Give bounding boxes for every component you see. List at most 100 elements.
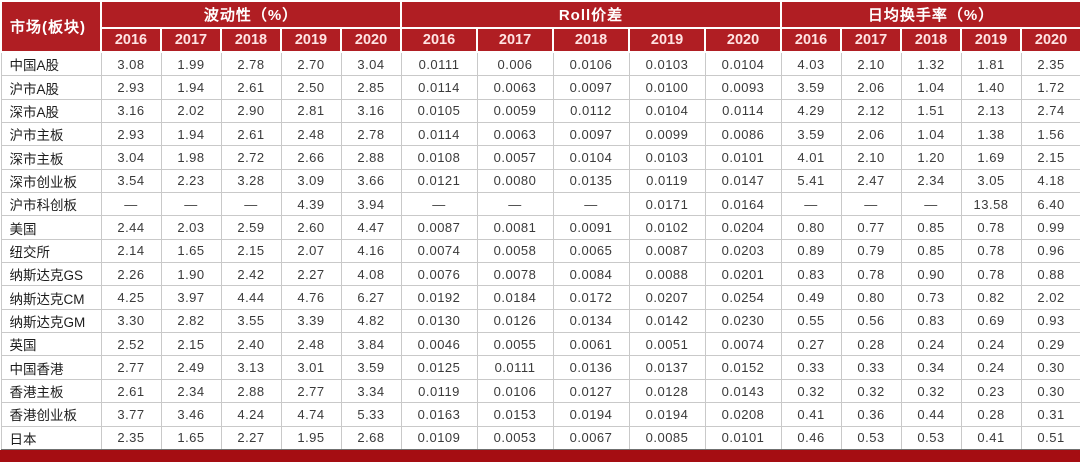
value-cell: 2.12: [840, 98, 902, 124]
table-row: 中国香港 2.77 2.49 3.13 3.01 3.59 0.0125 0.0111 0.01…: [0, 355, 1080, 380]
value-cell: 3.94: [340, 192, 402, 217]
value-cell: 2.07: [280, 238, 342, 264]
value-cell: 0.0100: [628, 75, 706, 100]
value-cell: 0.0065: [552, 238, 630, 264]
value-cell: 0.0136: [552, 355, 630, 380]
value-cell: 0.0201: [704, 262, 782, 287]
value-cell: 0.0134: [552, 308, 630, 334]
table-row: 纳斯达克GM 3.30 2.82 3.55 3.39 4.82 0.0130 0.0126 0.…: [0, 308, 1080, 334]
value-cell: 0.44: [900, 402, 962, 427]
value-cell: 0.0059: [476, 98, 554, 124]
value-cell: 0.0084: [552, 262, 630, 287]
value-cell: 2.61: [220, 122, 282, 147]
value-cell: 0.0119: [400, 378, 478, 404]
value-cell: 1.94: [160, 75, 222, 100]
year-header: 2020: [339, 27, 403, 53]
year-header: 2016: [400, 27, 479, 53]
value-cell: 0.0194: [628, 402, 706, 427]
value-cell: 0.99: [1020, 215, 1080, 240]
value-cell: 3.46: [160, 402, 222, 427]
value-cell: 6.27: [340, 285, 402, 310]
value-cell: 2.44: [100, 215, 162, 240]
value-cell: 0.23: [960, 378, 1022, 404]
value-cell: —: [476, 192, 554, 217]
value-cell: 0.32: [780, 378, 842, 404]
value-cell: 0.79: [840, 238, 902, 264]
value-cell: 3.05: [960, 168, 1022, 194]
value-cell: —: [160, 192, 222, 217]
value-cell: 0.0254: [704, 285, 782, 310]
value-cell: 0.30: [1020, 378, 1080, 404]
value-cell: 1.72: [1020, 75, 1080, 100]
value-cell: 0.0055: [476, 332, 554, 357]
value-cell: 0.34: [900, 355, 962, 380]
value-cell: 0.0105: [400, 98, 478, 124]
value-cell: 0.0067: [552, 425, 630, 451]
value-cell: 3.01: [280, 355, 342, 380]
value-cell: 1.98: [160, 145, 222, 170]
value-cell: 2.50: [280, 75, 342, 100]
market-label: 沪市主板: [0, 122, 102, 147]
value-cell: 0.90: [900, 262, 962, 287]
market-label: 中国香港: [0, 355, 102, 380]
year-header: 2017: [160, 27, 222, 53]
value-cell: 3.66: [340, 168, 402, 194]
value-cell: 0.0171: [628, 192, 706, 217]
value-cell: 3.28: [220, 168, 282, 194]
value-cell: 0.0130: [400, 308, 478, 334]
value-cell: 1.56: [1020, 122, 1080, 147]
value-cell: 2.82: [160, 308, 222, 334]
value-cell: 0.82: [960, 285, 1022, 310]
value-cell: 0.0142: [628, 308, 706, 334]
market-label: 日本: [0, 425, 102, 451]
value-cell: 2.34: [160, 378, 222, 404]
value-cell: 0.27: [780, 332, 842, 357]
value-cell: 2.02: [160, 98, 222, 124]
value-cell: 4.39: [280, 192, 342, 217]
value-cell: 3.09: [280, 168, 342, 194]
value-cell: 3.77: [100, 402, 162, 427]
value-cell: 3.08: [100, 51, 162, 77]
year-header: 2018: [552, 27, 631, 53]
value-cell: 3.16: [340, 98, 402, 124]
value-cell: 3.59: [340, 355, 402, 380]
value-cell: 0.0128: [628, 378, 706, 404]
value-cell: 3.39: [280, 308, 342, 334]
value-cell: 0.0074: [704, 332, 782, 357]
market-label: 美国: [0, 215, 102, 240]
value-cell: 0.0194: [552, 402, 630, 427]
value-cell: 0.53: [900, 425, 962, 451]
value-cell: 0.0099: [628, 122, 706, 147]
value-cell: 1.04: [900, 75, 962, 100]
year-header: 2018: [220, 27, 282, 53]
table-row: 纳斯达克GS 2.26 1.90 2.42 2.27 4.08 0.0076 0.0078 0.…: [0, 262, 1080, 287]
value-cell: 2.77: [100, 355, 162, 380]
value-cell: 2.74: [1020, 98, 1080, 124]
value-cell: 2.48: [280, 332, 342, 357]
row-header-market: 市场(板块): [0, 0, 102, 53]
value-cell: 0.32: [840, 378, 902, 404]
value-cell: 1.81: [960, 51, 1022, 77]
value-cell: 0.33: [840, 355, 902, 380]
value-cell: 1.95: [280, 425, 342, 451]
value-cell: 0.80: [780, 215, 842, 240]
value-cell: 0.73: [900, 285, 962, 310]
value-cell: 4.03: [780, 51, 842, 77]
group-header-row: 市场(板块) 波动性（%） Roll价差 日均换手率（%）: [0, 0, 1080, 53]
value-cell: 0.83: [900, 308, 962, 334]
value-cell: 0.28: [960, 402, 1022, 427]
value-cell: 0.0125: [400, 355, 478, 380]
market-label: 沪市A股: [0, 75, 102, 100]
group-header-roll-spread: Roll价差: [400, 0, 783, 29]
value-cell: 0.51: [1020, 425, 1080, 451]
value-cell: 0.24: [900, 332, 962, 357]
value-cell: 0.24: [960, 332, 1022, 357]
value-cell: 0.85: [900, 238, 962, 264]
value-cell: 0.30: [1020, 355, 1080, 380]
table-row: 沪市主板 2.93 1.94 2.61 2.48 2.78 0.0114 0.0063 0.00…: [0, 122, 1080, 147]
market-label: 深市创业板: [0, 168, 102, 194]
value-cell: 1.04: [900, 122, 962, 147]
value-cell: 3.34: [340, 378, 402, 404]
table-row: 深市主板 3.04 1.98 2.72 2.66 2.88 0.0108 0.0057 0.01…: [0, 145, 1080, 170]
